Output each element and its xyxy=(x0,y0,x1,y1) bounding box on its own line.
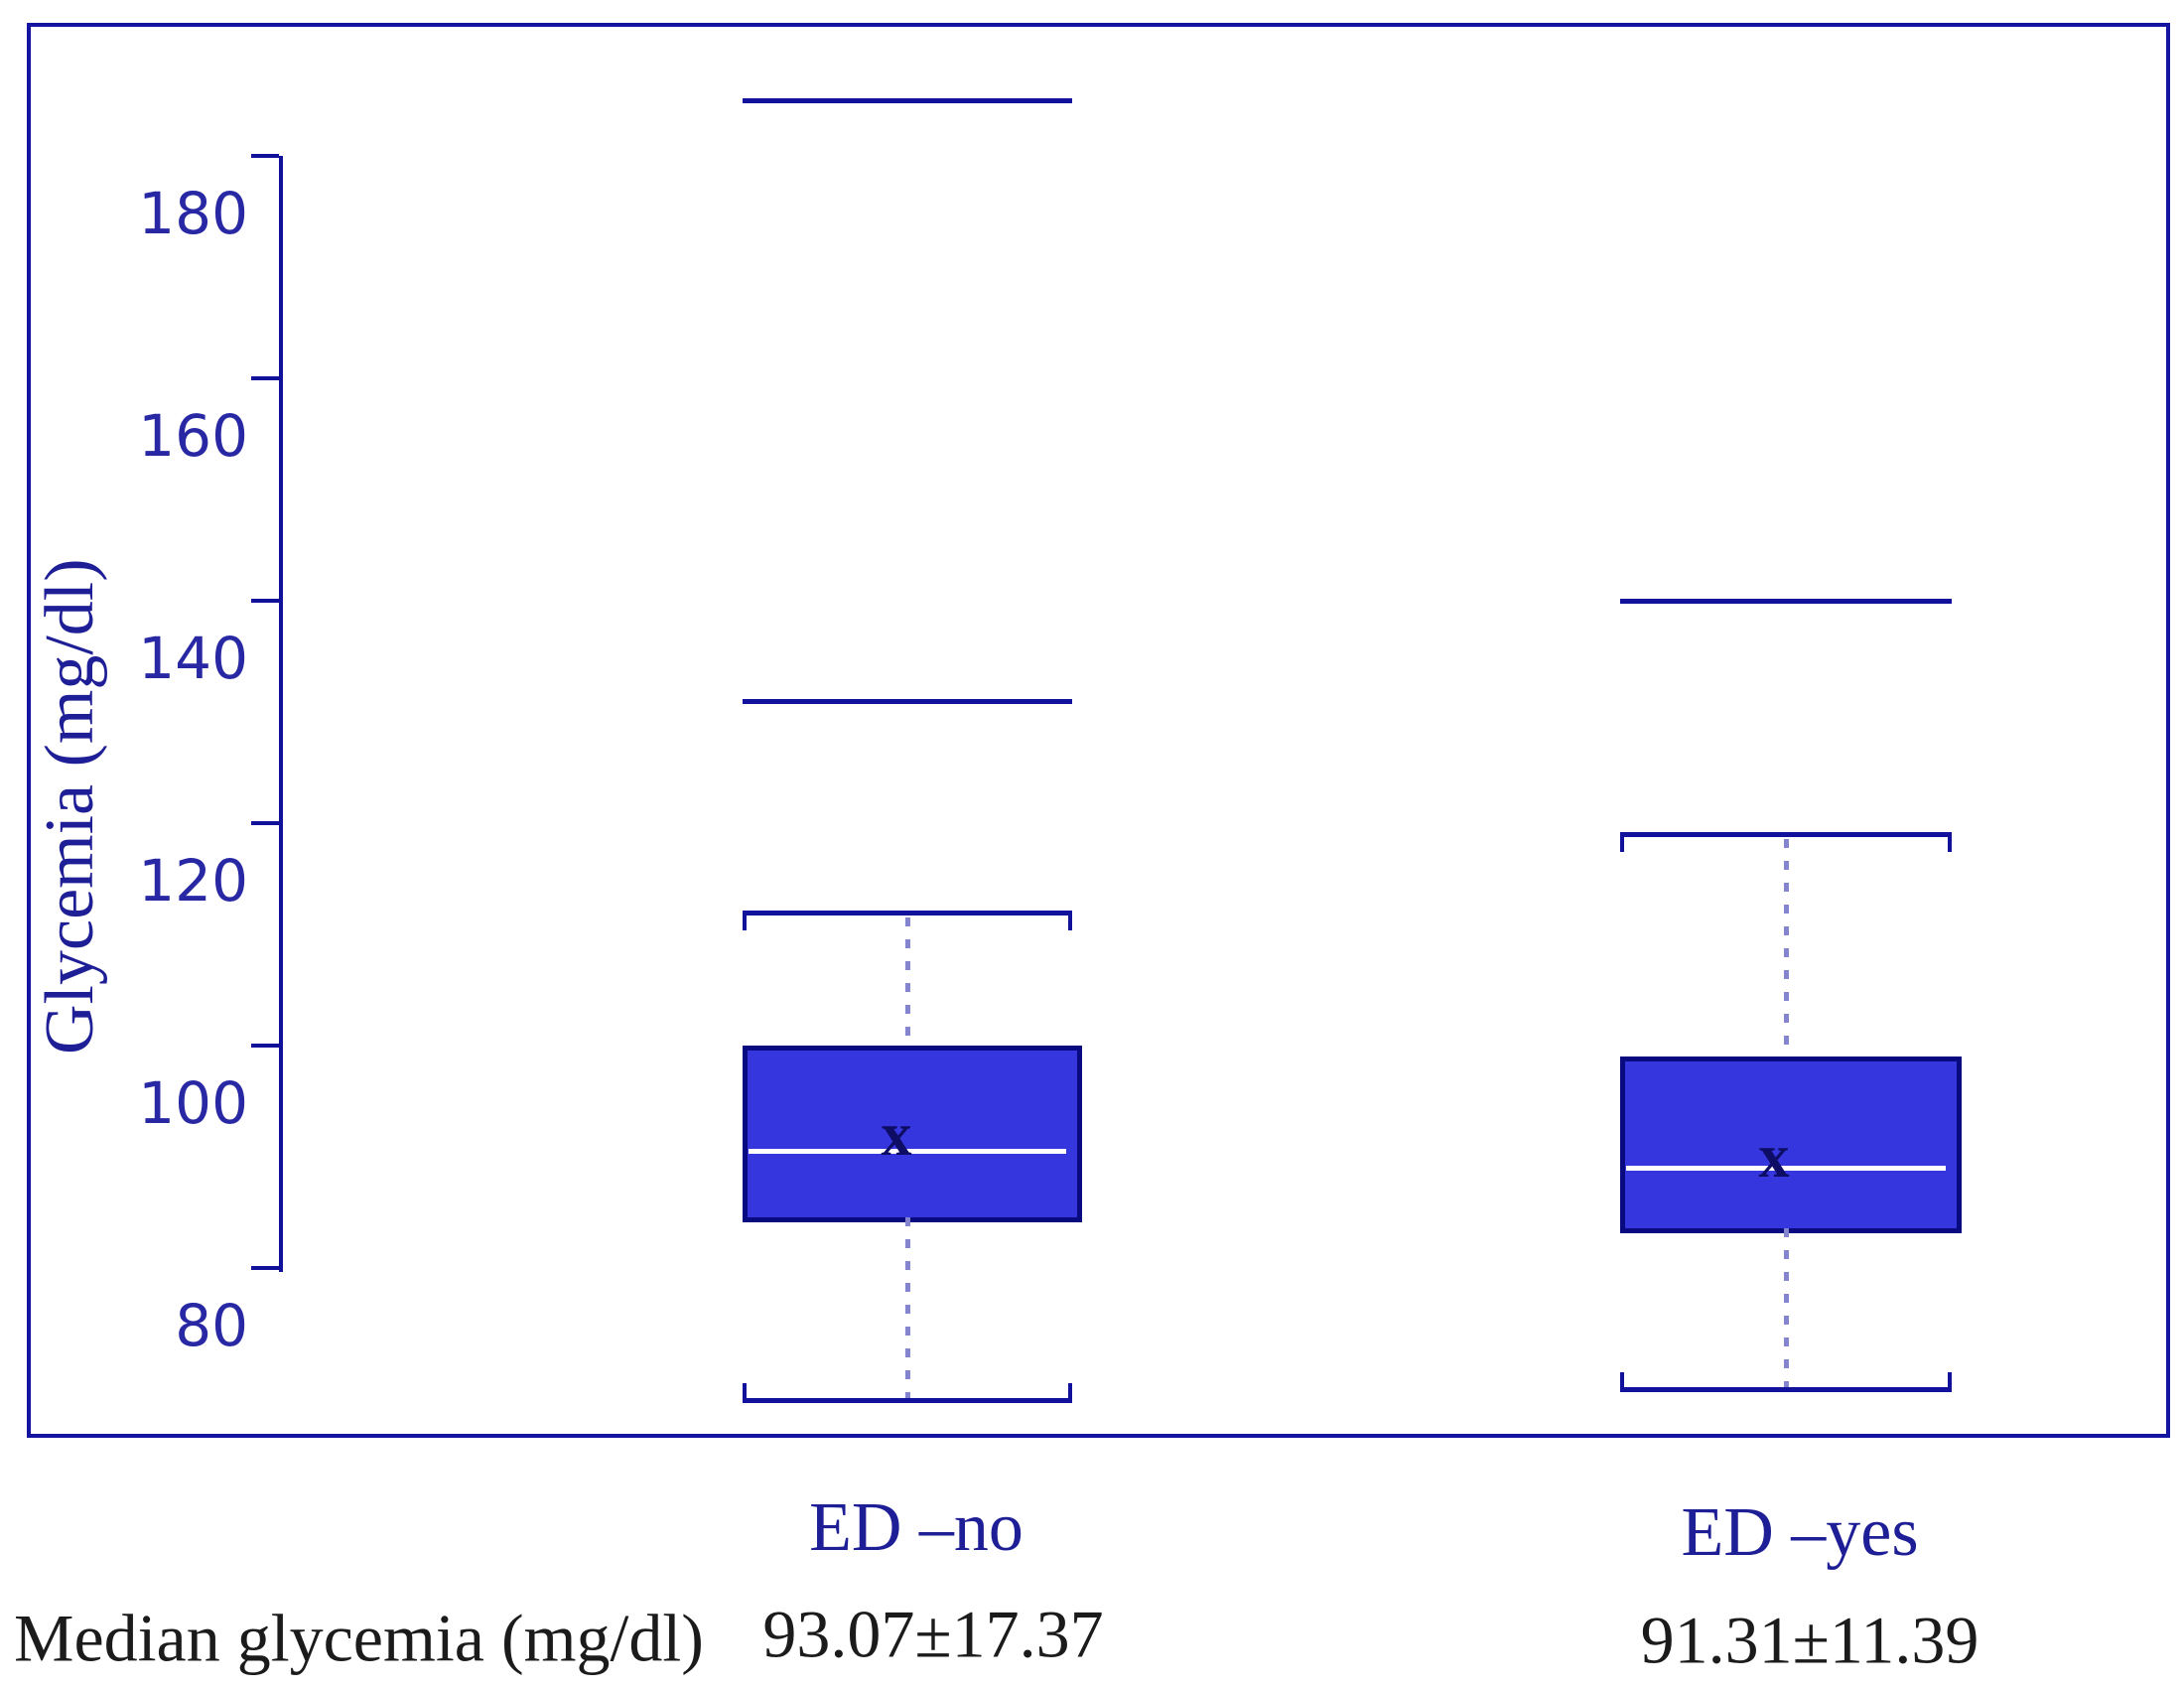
outlier-line xyxy=(1620,599,1952,604)
y-axis-line xyxy=(279,156,283,1272)
box-rect xyxy=(1620,1056,1962,1233)
y-tick-label: 180 xyxy=(138,180,248,247)
upper-whisker-cap xyxy=(743,911,1072,930)
plot-frame xyxy=(27,23,2170,1438)
y-axis-title: Glycemia (mg/dl) xyxy=(32,558,108,1055)
whisker-dashed-line xyxy=(1784,839,1789,1056)
y-tick xyxy=(251,154,279,158)
y-tick xyxy=(251,376,279,380)
whisker-dashed-line xyxy=(905,1217,910,1399)
lower-whisker-cap xyxy=(743,1383,1072,1403)
footer-row-label: Median glycemia (mg/dl) xyxy=(14,1600,704,1676)
y-tick xyxy=(251,599,279,603)
y-tick-label: 80 xyxy=(175,1292,248,1359)
outlier-line xyxy=(743,98,1072,103)
mean-marker: x xyxy=(881,1101,912,1169)
y-tick-label: 120 xyxy=(138,847,248,915)
outlier-line xyxy=(743,699,1072,704)
category-label: ED –no xyxy=(809,1489,1024,1566)
box-rect xyxy=(743,1046,1082,1222)
median-line xyxy=(749,1149,1066,1154)
median-line xyxy=(1626,1166,1946,1171)
y-tick xyxy=(251,1266,279,1270)
y-tick xyxy=(251,821,279,825)
lower-whisker-cap xyxy=(1620,1372,1952,1392)
upper-whisker-cap xyxy=(1620,832,1952,852)
whisker-dashed-line xyxy=(1784,1228,1789,1388)
stat-value: 91.31±11.39 xyxy=(1640,1602,1979,1678)
stat-value: 93.07±17.37 xyxy=(762,1596,1104,1672)
whisker-dashed-line xyxy=(905,917,910,1046)
y-tick xyxy=(251,1044,279,1048)
y-tick-label: 100 xyxy=(138,1069,248,1137)
mean-marker: x xyxy=(1758,1123,1790,1191)
y-tick-label: 140 xyxy=(138,625,248,692)
y-tick-label: 160 xyxy=(138,402,248,470)
category-label: ED –yes xyxy=(1681,1494,1919,1571)
